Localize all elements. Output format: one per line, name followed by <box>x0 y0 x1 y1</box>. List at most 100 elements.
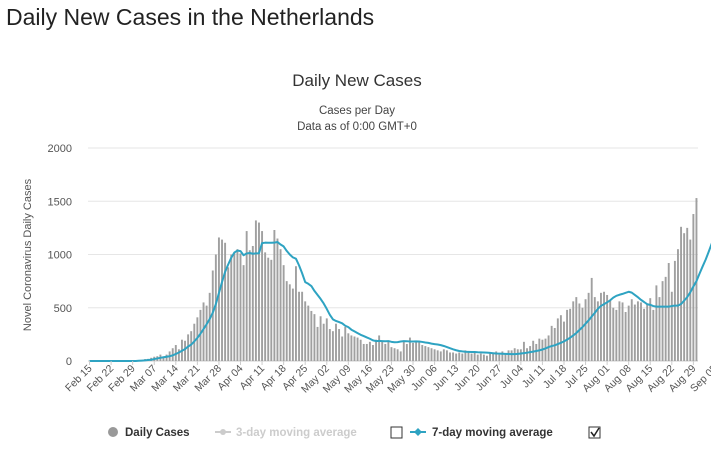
daily-cases-bar <box>473 352 476 361</box>
daily-cases-bar <box>640 302 642 361</box>
daily-cases-bar <box>535 343 538 361</box>
y-tick-label: 0 <box>66 356 72 368</box>
daily-cases-bar <box>621 302 624 361</box>
chart-subtitle-line-1: Cases per Day <box>319 105 395 117</box>
daily-cases-bar <box>402 340 405 361</box>
y-tick-label: 1000 <box>48 250 72 262</box>
y-axis-ticks: 0 500 1000 1500 2000 <box>48 143 72 368</box>
daily-cases-bar <box>233 252 236 361</box>
legend-item-7-day-average[interactable]: 7-day moving average <box>410 427 553 439</box>
checkbox-7-day-average[interactable] <box>588 426 601 439</box>
daily-cases-bar <box>658 297 661 361</box>
daily-cases-bar <box>347 333 350 361</box>
gridlines <box>88 147 698 362</box>
daily-cases-bar <box>529 346 532 361</box>
daily-cases-bars <box>131 198 698 362</box>
legend-label-daily-cases: Daily Cases <box>125 427 190 439</box>
daily-cases-bar <box>566 309 569 361</box>
daily-cases-bar <box>239 253 242 361</box>
daily-cases-bar <box>405 343 408 361</box>
checkbox-3-day-average[interactable] <box>390 426 403 439</box>
daily-cases-bar <box>461 353 464 361</box>
daily-cases-bar <box>264 252 267 361</box>
daily-cases-bar <box>165 354 168 361</box>
daily-cases-bar <box>606 294 609 361</box>
daily-cases-bar <box>655 285 658 361</box>
daily-cases-bar <box>381 341 384 361</box>
daily-cases-bar <box>258 222 260 361</box>
daily-cases-bar <box>199 309 202 361</box>
daily-cases-bar <box>319 316 322 361</box>
daily-cases-bar <box>559 315 562 361</box>
daily-cases-bar <box>328 329 331 361</box>
daily-cases-bar <box>498 354 501 361</box>
daily-cases-bar <box>421 345 424 361</box>
daily-cases-bar <box>245 231 248 361</box>
daily-cases-bar <box>279 249 282 361</box>
daily-cases-bar <box>298 291 300 361</box>
daily-cases-bar <box>341 336 344 361</box>
daily-cases-bar <box>217 237 220 361</box>
daily-cases-bar <box>449 352 451 361</box>
daily-cases-bar <box>248 250 251 361</box>
daily-cases-bar <box>273 230 276 361</box>
daily-cases-bar <box>667 263 670 361</box>
y-tick-label: 1500 <box>48 196 72 208</box>
daily-cases-bar <box>362 343 365 361</box>
daily-cases-bar <box>578 303 581 361</box>
daily-cases-bar <box>375 339 378 361</box>
daily-cases-bar <box>603 291 605 361</box>
chart-subtitle-line-2: Data as of 0:00 GMT+0 <box>297 121 417 133</box>
daily-cases-bar <box>646 303 649 361</box>
daily-cases-bar <box>492 352 495 361</box>
legend-item-3-day-average[interactable]: 3-day moving average <box>215 427 357 439</box>
daily-cases-bar <box>295 266 297 361</box>
daily-cases-bar <box>455 353 458 361</box>
daily-cases-bar <box>593 297 596 361</box>
daily-cases-bar <box>587 292 590 361</box>
daily-cases-bar <box>331 331 334 361</box>
daily-cases-bar <box>184 340 186 361</box>
daily-cases-bar <box>633 304 636 361</box>
daily-cases-bar <box>609 300 612 361</box>
daily-cases-bar <box>436 350 439 361</box>
daily-cases-bar <box>526 348 528 361</box>
daily-cases-bar <box>618 301 621 361</box>
daily-cases-bar <box>276 238 279 361</box>
daily-cases-bar <box>501 351 504 361</box>
daily-cases-bar <box>689 239 692 361</box>
daily-cases-bar <box>338 329 341 361</box>
daily-cases-bar <box>504 353 507 361</box>
daily-cases-bar <box>190 331 193 361</box>
daily-cases-bar <box>670 291 673 361</box>
daily-cases-bar <box>365 343 368 361</box>
seven-day-legend-marker <box>414 428 422 436</box>
checkmark-icon <box>590 427 600 438</box>
seven-day-line <box>89 241 711 362</box>
daily-cases-bar <box>304 301 307 361</box>
daily-cases-bar <box>482 354 485 361</box>
daily-cases-bar <box>547 335 550 361</box>
daily-cases-bar <box>683 233 686 361</box>
daily-cases-bar <box>270 259 273 361</box>
legend-item-daily-cases[interactable]: Daily Cases <box>108 427 190 439</box>
daily-cases-bar <box>322 323 325 361</box>
y-axis-label: Novel Coronavirus Daily Cases <box>22 178 34 331</box>
daily-cases-bar <box>236 249 239 361</box>
legend-label-3-day-average: 3-day moving average <box>236 427 357 439</box>
daily-cases-bar <box>387 341 390 361</box>
daily-cases-bar <box>439 351 442 361</box>
daily-cases-bar <box>310 310 313 361</box>
daily-cases-bar <box>399 351 402 361</box>
daily-cases-bar <box>288 284 291 361</box>
daily-cases-bar <box>301 291 304 361</box>
daily-cases-bar <box>575 297 578 361</box>
daily-cases-bar <box>467 352 470 361</box>
daily-cases-bar <box>393 348 396 361</box>
daily-cases-bar <box>221 239 223 361</box>
daily-cases-bar <box>612 307 615 361</box>
daily-cases-bar <box>350 335 353 361</box>
daily-cases-bar <box>261 231 264 361</box>
